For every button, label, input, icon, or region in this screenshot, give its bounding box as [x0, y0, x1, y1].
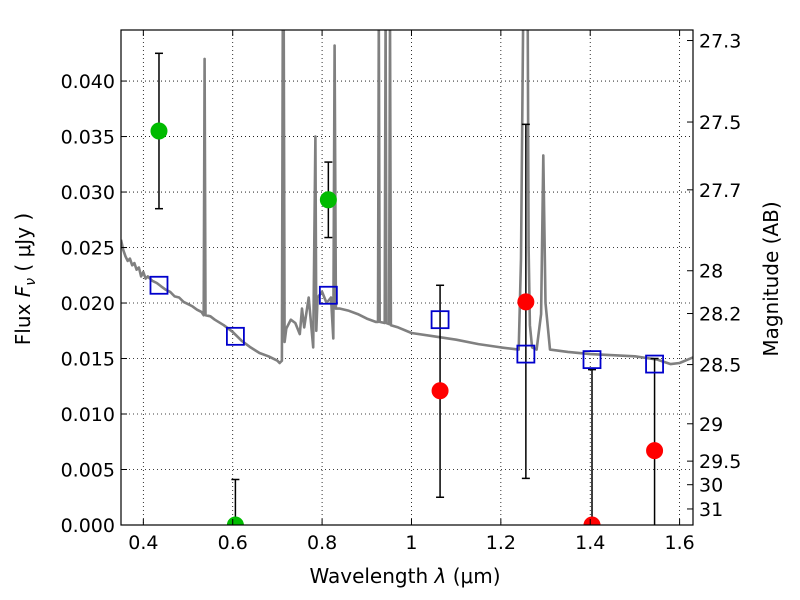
plot-frame [120, 29, 694, 526]
y2-tick-label: 29.5 [699, 451, 741, 473]
y-tick-label: 0.040 [61, 71, 115, 93]
model-flux-box [318, 285, 338, 305]
x-tick-label: 0.6 [218, 532, 248, 554]
y2-tick-label: 28.2 [699, 304, 741, 326]
detection-point [319, 191, 337, 209]
y-axis-label: Flux Fν ( μJy ) [11, 213, 39, 345]
y-tick-label: 0.000 [61, 515, 115, 537]
y-tick-label: 0.035 [61, 127, 115, 149]
y2-axis-label: Magnitude (AB) [759, 201, 783, 356]
detection-point [150, 122, 168, 140]
x-axis-label: Wavelength λ (μm) [309, 564, 500, 588]
tick-labels-layer: 0.4 0.6 0.8 1 1.2 1.4 1.6 0.000 0.005 0.010 0.015 0… [61, 31, 742, 554]
y2-tick-label: 31 [699, 499, 723, 521]
model-flux-box [645, 354, 664, 374]
red-data-point [583, 516, 601, 525]
grid-lines [121, 30, 693, 525]
x-tick-label: 1 [405, 532, 417, 554]
red-data-point [517, 293, 535, 311]
y2-tick-label: 30 [699, 475, 723, 497]
y2-tick-label: 28.5 [699, 355, 741, 377]
y2-tick-label: 27.5 [699, 112, 741, 134]
detection-point [226, 516, 244, 525]
y-tick-label: 0.025 [61, 238, 115, 260]
y-tick-label: 0.015 [61, 349, 115, 371]
model-spectrum-line [121, 30, 693, 366]
model-flux-boxes-layer [149, 275, 664, 374]
model-flux-box [516, 344, 536, 364]
red-data-point [431, 382, 449, 400]
model-flux-box [582, 350, 602, 370]
y2-tick-label: 29 [699, 414, 723, 436]
y2-tick-label: 27.3 [699, 31, 741, 53]
x-tick-label: 1.2 [486, 532, 516, 554]
y-tick-label: 0.030 [61, 182, 115, 204]
x-tick-label: 0.8 [307, 532, 337, 554]
x-tick-label: 1.4 [575, 532, 605, 554]
axis-ticks-layer [121, 30, 693, 526]
model-flux-box [225, 326, 245, 346]
y2-tick-label: 27.7 [699, 180, 741, 202]
x-tick-label: 0.4 [128, 532, 158, 554]
error-bars-layer [154, 52, 659, 525]
red-data-point [646, 442, 664, 460]
measured-points-layer [150, 122, 664, 525]
y-tick-label: 0.020 [61, 293, 115, 315]
model-flux-box [149, 275, 169, 295]
model-flux-box [430, 310, 450, 330]
y2-tick-label: 28 [699, 261, 723, 283]
y-tick-label: 0.005 [61, 460, 115, 482]
model-spectrum-layer [121, 30, 693, 366]
x-tick-label: 1.6 [664, 532, 694, 554]
y-tick-label: 0.010 [61, 404, 115, 426]
